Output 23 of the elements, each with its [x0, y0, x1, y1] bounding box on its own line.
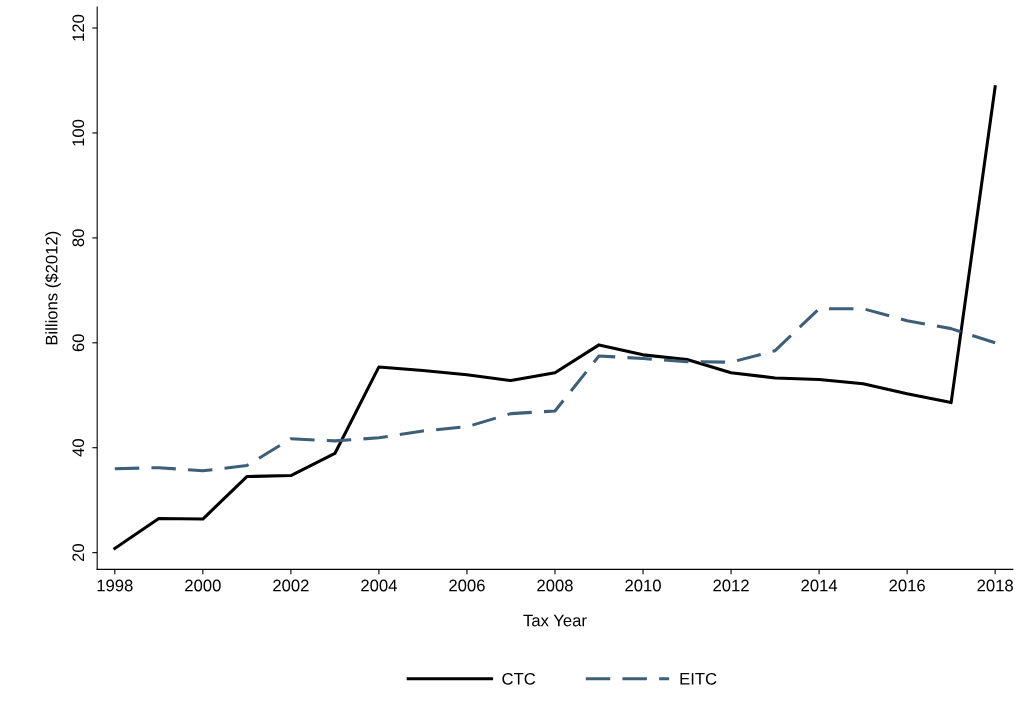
x-tick-label: 2008: [537, 579, 573, 592]
x-tick-label: 2010: [625, 579, 661, 592]
y-tick-label: 100: [72, 119, 85, 146]
legend-label: EITC: [680, 672, 717, 685]
x-tick-label: 2012: [713, 579, 749, 592]
line-series: [113, 85, 997, 550]
y-tick-label: 40: [72, 439, 85, 457]
y-axis-title: Billions ($2012): [45, 231, 61, 345]
y-tick-label: 80: [72, 229, 85, 247]
x-tick-label: 2004: [361, 579, 397, 592]
x-tick-label: 2014: [801, 579, 838, 592]
y-tick-label: 20: [72, 544, 85, 562]
legend-label: CTC: [502, 672, 536, 685]
x-tick-label: 2018: [977, 579, 1013, 592]
y-tick-label: 120: [72, 14, 85, 41]
x-tick-label: 2002: [273, 579, 309, 592]
x-tick-label: 1998: [97, 579, 133, 592]
x-tick-label: 2000: [185, 579, 221, 592]
x-tick-label: 2016: [889, 579, 925, 592]
x-axis-title: Tax Year: [523, 614, 587, 627]
y-tick-label: 60: [72, 334, 85, 352]
line-series: [113, 307, 997, 473]
x-tick-label: 2006: [449, 579, 485, 592]
